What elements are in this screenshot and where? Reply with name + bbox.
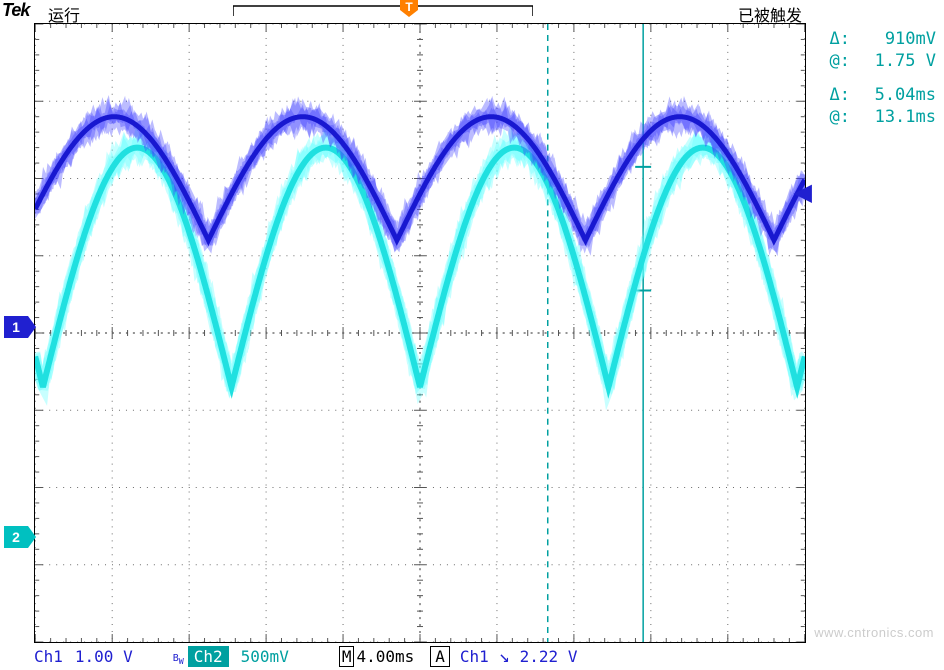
ch1-ground-label: 1: [12, 319, 20, 335]
ch1-scale: 1.00 V: [75, 647, 133, 666]
acquisition-window-bracket: [233, 4, 533, 16]
timebase-value: 4.00ms: [356, 647, 414, 666]
tek-logo: Tek: [2, 0, 29, 21]
ch2-scale: 500mV: [241, 647, 289, 666]
oscilloscope-screenshot: Tek 运行 已被触发 T T 1 2 ◀ Δ: 910mV @:: [0, 0, 944, 670]
ch2-label: Ch2: [188, 646, 229, 667]
cursor-sym: @:: [822, 50, 850, 72]
cursor-delta-t: Δ: 5.04ms: [822, 84, 936, 106]
ch1-ground-marker: 1: [4, 316, 28, 338]
cursor-readout: Δ: 910mV @: 1.75 V Δ: 5.04ms @: 13.1ms: [822, 28, 936, 128]
cursor-sym: @:: [822, 106, 850, 128]
falling-edge-icon: ↘: [499, 646, 510, 667]
cursor-delta-v: Δ: 910mV: [822, 28, 936, 50]
cursor-at-v: @: 1.75 V: [822, 50, 936, 72]
cursor-sym: Δ:: [822, 84, 850, 106]
bandwidth-limit-icon: BW: [173, 653, 184, 666]
waveform-svg: [35, 24, 805, 642]
trigger-level: 2.22 V: [520, 647, 578, 666]
trigger-box: A: [430, 646, 450, 667]
watermark: www.cntronics.com: [814, 625, 934, 640]
trigger-source: Ch1: [460, 647, 489, 666]
cursor-val: 1.75 V: [850, 50, 936, 72]
top-status-bar: Tek 运行 已被触发 T T: [0, 0, 944, 23]
cursor-val: 910mV: [850, 28, 936, 50]
bottom-readout-bar: Ch1 1.00 V BW Ch2 500mV M 4.00ms A Ch1 ↘…: [34, 644, 934, 668]
trigger-level-arrow-icon: ◀: [794, 178, 812, 207]
cursor-val: 13.1ms: [850, 106, 936, 128]
waveform-display: [34, 23, 806, 643]
cursor-sym: Δ:: [822, 28, 850, 50]
ch2-ground-marker: 2: [4, 526, 28, 548]
trigger-position-marker-top: T: [398, 0, 420, 18]
cursor-at-t: @: 13.1ms: [822, 106, 936, 128]
svg-text:T: T: [405, 0, 413, 14]
timebase-box: M: [339, 646, 355, 667]
ch1-label: Ch1: [34, 647, 63, 666]
cursor-val: 5.04ms: [850, 84, 936, 106]
ch2-ground-label: 2: [12, 529, 20, 545]
